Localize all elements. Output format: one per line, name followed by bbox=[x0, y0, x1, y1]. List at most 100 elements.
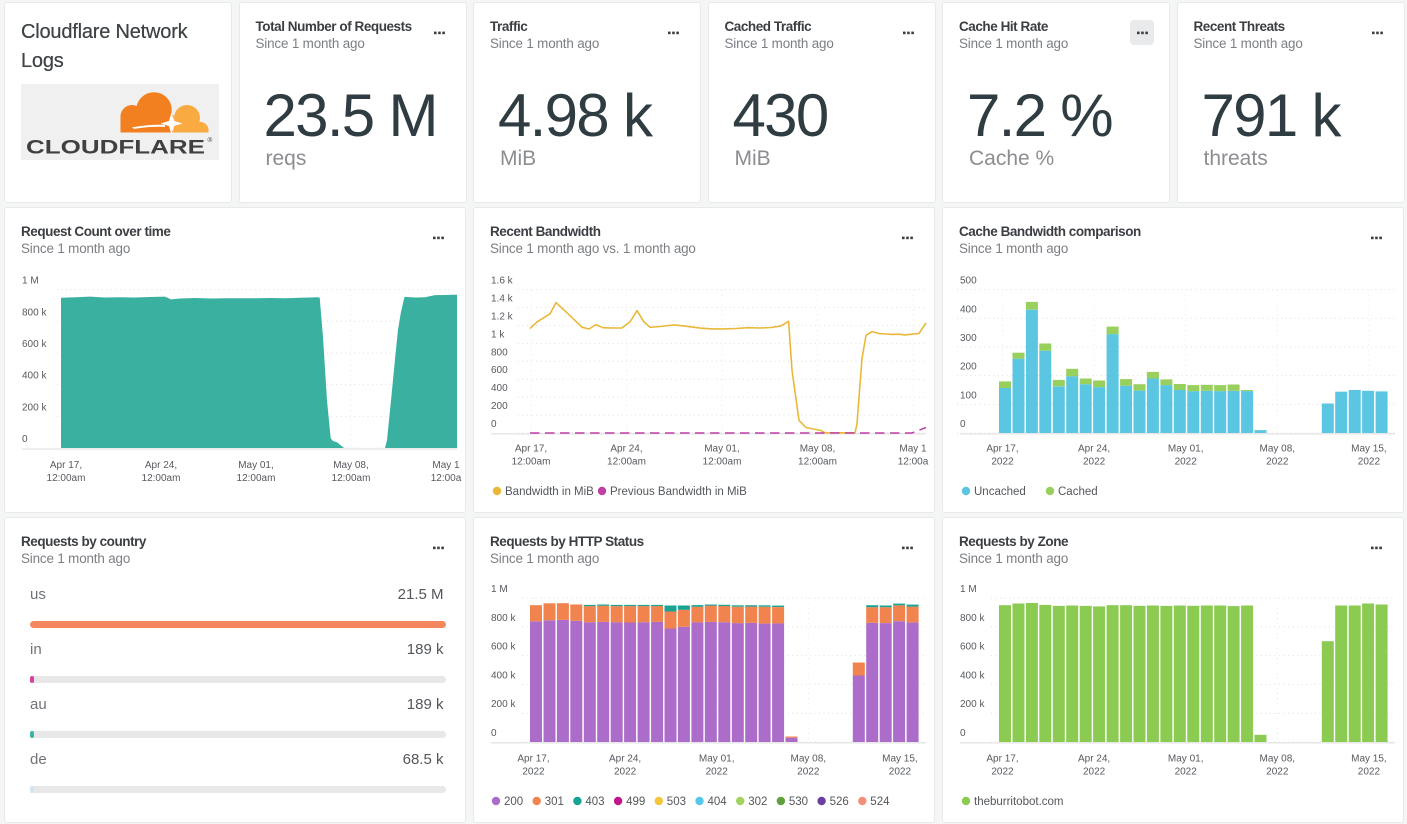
svg-text:12:00am: 12:00am bbox=[142, 473, 181, 484]
svg-text:12:00am: 12:00am bbox=[512, 457, 551, 468]
svg-text:Uncached: Uncached bbox=[974, 486, 1026, 498]
svg-text:1.4 k: 1.4 k bbox=[491, 294, 514, 305]
svg-text:Apr 24,: Apr 24, bbox=[1078, 444, 1110, 455]
svg-text:12:00a: 12:00a bbox=[898, 457, 929, 468]
svg-text:May 08,: May 08, bbox=[1260, 754, 1296, 765]
svg-text:100: 100 bbox=[960, 390, 977, 401]
svg-text:May 01,: May 01, bbox=[704, 444, 740, 455]
svg-text:1 k: 1 k bbox=[491, 329, 505, 340]
svg-text:May 01,: May 01, bbox=[238, 460, 274, 471]
svg-text:600 k: 600 k bbox=[22, 339, 47, 350]
svg-text:May 15,: May 15, bbox=[882, 754, 918, 765]
svg-text:12:00am: 12:00am bbox=[332, 473, 371, 484]
svg-text:800: 800 bbox=[491, 347, 508, 358]
svg-text:600: 600 bbox=[491, 365, 508, 376]
svg-text:1.2 k: 1.2 k bbox=[491, 311, 514, 322]
svg-text:2022: 2022 bbox=[889, 767, 912, 778]
svg-text:May 15,: May 15, bbox=[1351, 444, 1387, 455]
svg-text:800 k: 800 k bbox=[22, 307, 47, 318]
svg-text:2022: 2022 bbox=[522, 767, 545, 778]
svg-text:2022: 2022 bbox=[1266, 767, 1289, 778]
svg-text:300: 300 bbox=[960, 333, 977, 344]
svg-text:404: 404 bbox=[708, 796, 728, 808]
svg-text:2022: 2022 bbox=[1358, 457, 1381, 468]
svg-text:0: 0 bbox=[22, 434, 28, 445]
svg-text:1 M: 1 M bbox=[22, 276, 39, 287]
svg-text:200 k: 200 k bbox=[491, 699, 516, 710]
svg-text:0: 0 bbox=[491, 419, 497, 430]
svg-text:530: 530 bbox=[789, 796, 808, 808]
svg-text:302: 302 bbox=[748, 796, 767, 808]
svg-text:2022: 2022 bbox=[797, 767, 820, 778]
svg-text:May 01,: May 01, bbox=[699, 754, 735, 765]
svg-text:Apr 17,: Apr 17, bbox=[50, 460, 82, 471]
svg-text:400 k: 400 k bbox=[491, 670, 516, 681]
svg-text:12:00am: 12:00am bbox=[47, 473, 86, 484]
svg-text:0: 0 bbox=[491, 728, 497, 739]
svg-text:12:00am: 12:00am bbox=[703, 457, 742, 468]
svg-text:2022: 2022 bbox=[706, 767, 729, 778]
svg-text:12:00am: 12:00am bbox=[237, 473, 276, 484]
svg-text:403: 403 bbox=[585, 796, 604, 808]
svg-text:Bandwidth in MiB: Bandwidth in MiB bbox=[505, 486, 594, 498]
svg-text:600 k: 600 k bbox=[960, 642, 985, 653]
svg-text:524: 524 bbox=[870, 796, 890, 808]
svg-text:CLOUDFLARE: CLOUDFLARE bbox=[26, 137, 205, 158]
svg-text:301: 301 bbox=[545, 796, 564, 808]
svg-text:600 k: 600 k bbox=[491, 642, 516, 653]
svg-text:12:00am: 12:00am bbox=[607, 457, 646, 468]
svg-text:May 01,: May 01, bbox=[1168, 444, 1204, 455]
svg-text:400: 400 bbox=[491, 383, 508, 394]
svg-text:0: 0 bbox=[960, 728, 966, 739]
svg-text:0: 0 bbox=[960, 419, 966, 430]
svg-text:1 M: 1 M bbox=[960, 584, 977, 595]
svg-text:Previous Bandwidth in MiB: Previous Bandwidth in MiB bbox=[610, 486, 747, 498]
svg-text:Apr 24,: Apr 24, bbox=[610, 444, 642, 455]
svg-text:Apr 17,: Apr 17, bbox=[517, 754, 549, 765]
svg-text:503: 503 bbox=[667, 796, 686, 808]
svg-text:Apr 17,: Apr 17, bbox=[515, 444, 547, 455]
svg-text:2022: 2022 bbox=[991, 767, 1014, 778]
svg-text:1.6 k: 1.6 k bbox=[491, 276, 514, 287]
svg-text:800 k: 800 k bbox=[491, 613, 516, 624]
svg-text:12:00am: 12:00am bbox=[798, 457, 837, 468]
svg-text:2022: 2022 bbox=[991, 457, 1014, 468]
svg-text:May 01,: May 01, bbox=[1168, 754, 1204, 765]
svg-text:Apr 17,: Apr 17, bbox=[986, 754, 1018, 765]
svg-text:200: 200 bbox=[960, 362, 977, 373]
svg-text:400 k: 400 k bbox=[960, 670, 985, 681]
svg-text:May 08,: May 08, bbox=[1260, 444, 1296, 455]
svg-text:theburritobot.com: theburritobot.com bbox=[974, 796, 1064, 808]
svg-text:May 08,: May 08, bbox=[791, 754, 827, 765]
svg-text:200: 200 bbox=[491, 401, 508, 412]
svg-text:200: 200 bbox=[504, 796, 523, 808]
svg-text:1 M: 1 M bbox=[491, 584, 508, 595]
svg-text:400: 400 bbox=[960, 304, 977, 315]
svg-text:526: 526 bbox=[830, 796, 849, 808]
svg-text:Apr 24,: Apr 24, bbox=[1078, 754, 1110, 765]
svg-text:2022: 2022 bbox=[1175, 767, 1198, 778]
svg-text:200 k: 200 k bbox=[960, 699, 985, 710]
svg-text:2022: 2022 bbox=[614, 767, 637, 778]
svg-text:2022: 2022 bbox=[1266, 457, 1289, 468]
svg-text:200 k: 200 k bbox=[22, 402, 47, 413]
svg-text:May 1: May 1 bbox=[432, 460, 460, 471]
svg-text:Apr 24,: Apr 24, bbox=[609, 754, 641, 765]
svg-text:12:00a: 12:00a bbox=[431, 473, 462, 484]
svg-text:2022: 2022 bbox=[1083, 457, 1106, 468]
svg-text:Apr 17,: Apr 17, bbox=[986, 444, 1018, 455]
svg-text:®: ® bbox=[208, 136, 213, 144]
svg-text:Apr 24,: Apr 24, bbox=[145, 460, 177, 471]
svg-text:2022: 2022 bbox=[1175, 457, 1198, 468]
svg-text:500: 500 bbox=[960, 276, 977, 287]
svg-text:May 08,: May 08, bbox=[800, 444, 836, 455]
svg-text:May 15,: May 15, bbox=[1351, 754, 1387, 765]
svg-text:May 1: May 1 bbox=[899, 444, 927, 455]
svg-text:400 k: 400 k bbox=[22, 371, 47, 382]
svg-text:499: 499 bbox=[626, 796, 645, 808]
svg-text:May 08,: May 08, bbox=[333, 460, 369, 471]
svg-text:2022: 2022 bbox=[1358, 767, 1381, 778]
svg-text:Cached: Cached bbox=[1058, 486, 1098, 498]
svg-text:800 k: 800 k bbox=[960, 613, 985, 624]
svg-text:2022: 2022 bbox=[1083, 767, 1106, 778]
